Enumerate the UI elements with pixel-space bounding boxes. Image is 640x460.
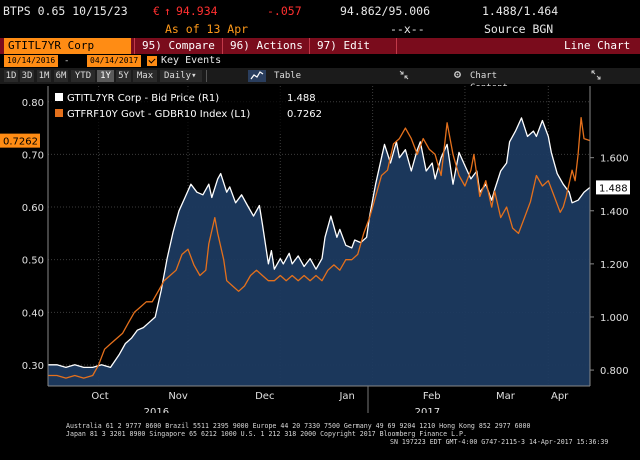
collapse-arrows-icon[interactable]	[398, 70, 410, 82]
net-change: -.057	[267, 4, 302, 18]
actions-menu-label: Actions	[256, 39, 303, 52]
ticker-input[interactable]: GTITL7YR Corp	[4, 38, 131, 54]
left-axis-tick-label: 0.50	[22, 256, 44, 267]
range-dash: -	[64, 56, 70, 66]
left-axis-tick-label: 0.70	[22, 150, 44, 161]
price-chart[interactable]: 0.80 0.70 0.60 0.50 0.40 0.30 1.600 1.400 1.200 1…	[0, 86, 640, 413]
table-label: Table	[274, 71, 302, 81]
left-axis-tick-label: 0.80	[22, 98, 44, 109]
legend-series-name: GTITL7YR Corp - Bid Price (R1)	[67, 93, 219, 104]
last-price: 94.934	[176, 4, 218, 18]
compare-menu-label: Compare	[168, 39, 215, 52]
legend-series-value: 1.488	[287, 93, 316, 104]
chart-content-button[interactable]: Chart Content	[470, 70, 532, 93]
compare-menu[interactable]: 95) Compare	[142, 38, 215, 54]
edit-menu-number: 97)	[317, 39, 337, 52]
date-range-bar: 10/14/2016 - 04/14/2017 Key Events	[0, 54, 640, 68]
chevron-down-icon: ▾	[191, 71, 197, 81]
divider	[222, 38, 223, 54]
end-date-input[interactable]: 04/14/2017	[87, 55, 142, 67]
left-axis-tick-label: 0.30	[22, 361, 44, 372]
yield-pair: 1.488/1.464	[482, 4, 559, 18]
right-axis-tick-label: 1.200	[600, 260, 629, 271]
price-up-arrow-icon: ↑	[164, 4, 171, 18]
security-name: BTPS 0.65 10/15/23	[3, 4, 128, 18]
x-axis-month-label: Oct	[91, 391, 108, 402]
footer-session-line: SN 197223 EDT GMT-4:00 G747-2115-3 14-Ap…	[390, 438, 609, 446]
actions-menu[interactable]: 96) Actions	[230, 38, 303, 54]
x-axis-month-label: Mar	[496, 391, 516, 402]
compare-menu-number: 95)	[142, 39, 162, 52]
as-of-date: As of 13 Apr	[165, 22, 249, 36]
left-current-value-label: 0.7262	[3, 137, 38, 148]
line-chart-icon[interactable]	[248, 70, 266, 82]
footer-contacts-line1: Australia 61 2 9777 8600 Brazil 5511 239…	[66, 422, 531, 430]
x-axis-month-label: Apr	[551, 391, 569, 402]
right-axis-tick-label: 1.400	[600, 207, 629, 218]
gear-icon[interactable]	[452, 70, 462, 82]
actions-menu-number: 96)	[230, 39, 250, 52]
footer-contacts-line2: Japan 81 3 3201 8900 Singapore 65 6212 1…	[66, 430, 467, 438]
legend-box	[50, 88, 314, 134]
right-current-value-label: 1.488	[599, 183, 628, 194]
divider	[134, 38, 135, 54]
period-ytd[interactable]: YTD	[71, 70, 95, 82]
key-events-checkbox[interactable]	[147, 56, 157, 66]
left-axis-tick-label: 0.40	[22, 308, 44, 319]
edit-menu[interactable]: 97) Edit	[317, 38, 370, 54]
legend-swatch	[55, 93, 63, 101]
edit-menu-label: Edit	[343, 39, 371, 52]
expand-arrows-icon[interactable]	[590, 70, 602, 82]
divider	[206, 70, 207, 82]
legend-series-value: 0.7262	[287, 109, 322, 120]
series-area-bid-price	[48, 117, 590, 387]
pricing-source: Source BGN	[484, 22, 554, 36]
frequency-dropdown[interactable]: Daily▾	[160, 70, 202, 82]
start-date-input[interactable]: 10/14/2016	[4, 55, 59, 67]
x-axis-month-label: Dec	[255, 391, 274, 402]
table-button[interactable]: Table	[274, 70, 308, 82]
divider	[309, 38, 310, 54]
period-1y[interactable]: 1Y	[97, 70, 114, 82]
frequency-label: Daily	[164, 71, 192, 81]
right-axis-tick-label: 1.600	[600, 154, 629, 165]
x-axis-year-label: 2017	[415, 407, 440, 413]
price-currency: €	[153, 4, 160, 18]
left-axis-tick-label: 0.60	[22, 203, 44, 214]
chart-type-label[interactable]: Line Chart	[564, 39, 631, 52]
period-5y[interactable]: 5Y	[116, 70, 131, 82]
divider	[396, 38, 397, 54]
period-6m[interactable]: 6M	[54, 70, 68, 82]
bid-ask: 94.862/95.006	[340, 4, 431, 18]
period-max[interactable]: Max	[133, 70, 157, 82]
legend-swatch	[55, 109, 63, 117]
menu-bar: GTITL7YR Corp 95) Compare 96) Actions 97…	[0, 38, 640, 54]
right-axis-tick-label: 0.800	[600, 366, 629, 377]
period-1d[interactable]: 1D	[4, 70, 18, 82]
x-axis-year-label: 2016	[144, 407, 169, 413]
footer: Australia 61 2 9777 8600 Brazil 5511 239…	[0, 413, 640, 460]
quote-header: BTPS 0.65 10/15/23 € ↑ 94.934 -.057 94.8…	[0, 0, 640, 22]
series-line-gdbr10	[48, 116, 591, 379]
period-toolbar: 1D 3D 1M 6M YTD 1Y 5Y Max Daily▾ Table C…	[0, 68, 640, 93]
quote-subheader: As of 13 Apr --x-- Source BGN	[0, 20, 640, 38]
ticker-arrows: --x--	[390, 22, 425, 36]
period-1m[interactable]: 1M	[37, 70, 51, 82]
key-events-label: Key Events	[161, 55, 222, 66]
x-axis-month-label: Nov	[168, 391, 188, 402]
right-current-value-tag	[596, 180, 630, 195]
series-line-bid-price	[48, 117, 591, 369]
left-current-value-tag	[0, 133, 40, 148]
x-axis-month-label: Jan	[338, 391, 354, 402]
right-axis-tick-label: 1.000	[600, 313, 629, 324]
legend-series-name: GTFRF10Y Govt - GDBR10 Index (L1)	[67, 109, 250, 120]
period-3d[interactable]: 3D	[20, 70, 34, 82]
x-axis-month-label: Feb	[423, 391, 441, 402]
